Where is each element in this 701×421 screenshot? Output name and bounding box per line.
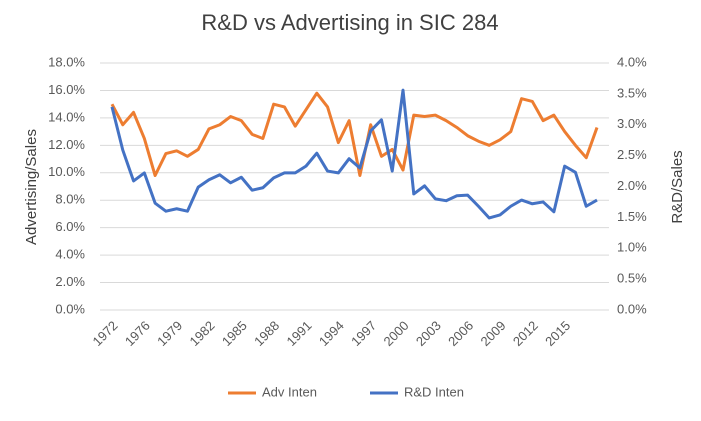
y2-tick-label: 1.0%	[617, 240, 647, 255]
x-tick-label: 1979	[154, 318, 185, 349]
x-tick-label: 2006	[445, 318, 476, 349]
legend-label: R&D Inten	[404, 384, 464, 399]
y-tick-label: 18.0%	[48, 54, 85, 69]
y2-tick-label: 0.0%	[617, 301, 647, 316]
x-tick-label: 2000	[380, 318, 411, 349]
y-axis-title: Advertising/Sales	[23, 129, 40, 245]
y-tick-label: 6.0%	[55, 219, 85, 234]
y2-tick-label: 0.5%	[617, 271, 647, 286]
y-tick-label: 8.0%	[55, 192, 85, 207]
x-tick-label: 2009	[477, 318, 508, 349]
y-tick-label: 10.0%	[48, 164, 85, 179]
x-tick-label: 2012	[510, 318, 541, 349]
y2-tick-label: 3.5%	[617, 85, 647, 100]
y2-tick-label: 2.5%	[617, 147, 647, 162]
line	[110, 88, 598, 220]
x-tick-label: 1976	[122, 318, 153, 349]
x-tick-label: 1982	[186, 318, 217, 349]
x-tick-label: 1997	[348, 318, 379, 349]
y-tick-label: 0.0%	[55, 301, 85, 316]
x-tick-label: 1972	[89, 318, 120, 349]
x-tick-label: 1985	[219, 318, 250, 349]
x-tick-label: 2003	[413, 318, 444, 349]
y-tick-label: 4.0%	[55, 247, 85, 262]
chart-title: R&D vs Advertising in SIC 284	[201, 10, 498, 35]
y-tick-label: 16.0%	[48, 82, 85, 97]
line	[110, 91, 599, 178]
legend-label: Adv Inten	[262, 384, 317, 399]
y2-tick-label: 3.0%	[617, 116, 647, 131]
x-tick-label: 2015	[542, 318, 573, 349]
x-tick-label: 1988	[251, 318, 282, 349]
y2-axis-title: R&D/Sales	[669, 150, 686, 223]
x-tick-label: 1991	[283, 318, 314, 349]
y-tick-label: 14.0%	[48, 109, 85, 124]
y2-tick-label: 4.0%	[617, 54, 647, 69]
y-tick-label: 2.0%	[55, 274, 85, 289]
y2-tick-label: 1.5%	[617, 209, 647, 224]
x-tick-label: 1994	[316, 318, 347, 349]
y-tick-label: 12.0%	[48, 137, 85, 152]
y2-tick-label: 2.0%	[617, 178, 647, 193]
